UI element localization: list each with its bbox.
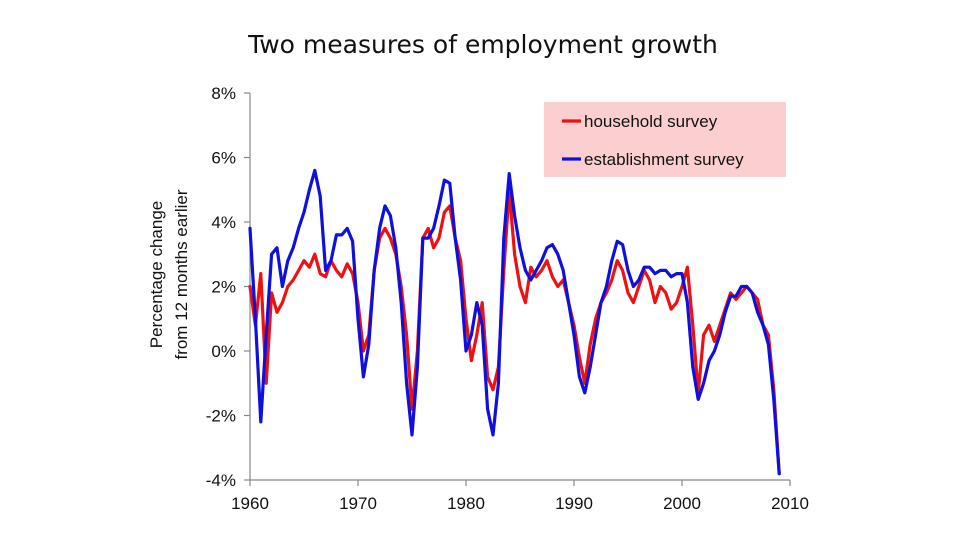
x-tick-label: 2000 [663,494,701,513]
y-tick-label: 4% [211,213,236,232]
axes: 8% 6% 4% 2% 0% -2% -4% 1960 1970 1980 1990 2000 2010 [206,84,809,513]
y-tick-label: 2% [211,278,236,297]
y-tick-label: -2% [206,407,236,426]
x-tick-label: 2010 [771,494,809,513]
y-axis-label-line-1: Percentage change [147,201,166,348]
y-tick-label: 6% [211,149,236,168]
legend-label-establishment: establishment survey [584,150,744,169]
x-tick-label: 1960 [231,494,269,513]
legend-label-household: household survey [584,112,718,131]
legend-box [544,102,786,177]
x-tick-label: 1990 [555,494,593,513]
y-tick-label: -4% [206,471,236,490]
series-layer [248,168,781,476]
series-line-household [248,188,781,476]
x-tick-label: 1980 [447,494,485,513]
y-axis-label-line-2: from 12 months earlier [172,189,191,359]
chart-title: Two measures of employment growth [248,30,718,59]
series-line-establishment [248,168,781,476]
x-tick-label: 1970 [339,494,377,513]
legend: household survey establishment survey [544,102,786,177]
y-tick-label: 0% [211,342,236,361]
y-tick-label: 8% [211,84,236,103]
